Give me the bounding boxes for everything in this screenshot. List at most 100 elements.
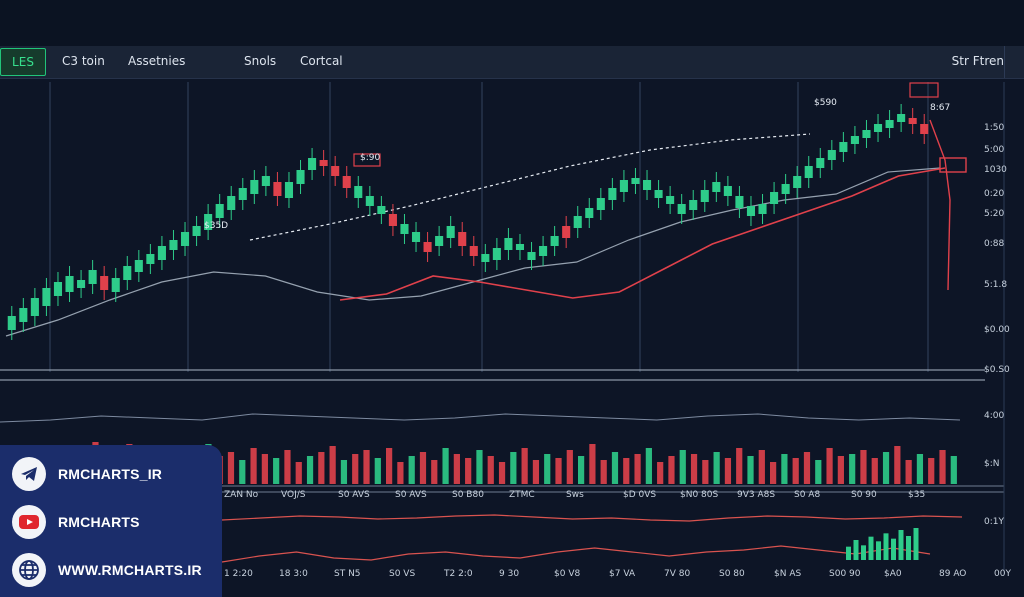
volume-bar (600, 460, 607, 484)
candle (157, 246, 166, 260)
volume-bar (736, 448, 743, 484)
volume-bar (871, 458, 878, 484)
price-axis-label: $:N (984, 459, 1000, 469)
time-axis-label: $N AS (774, 569, 801, 579)
candle (111, 278, 120, 292)
candle (215, 204, 224, 218)
signal-line (339, 167, 946, 301)
time-axis-label: 18 3:0 (279, 569, 308, 579)
volume-axis-label: $35 (908, 490, 925, 500)
volume-bar (363, 450, 370, 484)
tab-assets[interactable]: Assetnies (128, 54, 186, 68)
volume-bar (306, 456, 314, 484)
candle (435, 236, 444, 246)
volume-bar (442, 448, 449, 484)
histogram-bar (883, 533, 889, 560)
chart-price-label: $590 (814, 98, 837, 108)
candle (458, 232, 467, 246)
volume-bar (453, 454, 460, 484)
volume-axis-label: Sws (566, 490, 584, 500)
candle (169, 240, 178, 250)
price-axis-label: 1030 (984, 165, 1007, 175)
candle (873, 124, 883, 132)
candle (804, 166, 813, 178)
candle (712, 182, 721, 192)
volume-bar (702, 460, 709, 484)
candle (100, 276, 109, 290)
tab-timeframe[interactable]: C3 toin (62, 54, 105, 68)
candle (666, 196, 675, 204)
volume-axis-label: S0 AVS (395, 490, 427, 500)
volume-bar (668, 456, 675, 484)
volume-bar (724, 458, 732, 484)
candle (585, 208, 594, 218)
volume-bar (623, 458, 630, 484)
candle (388, 214, 397, 226)
indicator-line (221, 514, 963, 522)
candle (700, 190, 709, 202)
website-link[interactable]: WWW.RMCHARTS.IR (12, 553, 217, 589)
strategy-filter-button[interactable]: Str Ftren (951, 54, 1004, 68)
volume-axis-label: 9V3 A8S (737, 490, 775, 500)
top-strip (0, 0, 1024, 46)
candle (897, 114, 906, 122)
candle (885, 120, 894, 128)
histogram-bar (868, 536, 874, 560)
volume-bar (928, 458, 935, 484)
price-axis-label: $0.00 (984, 325, 1010, 335)
telegram-link[interactable]: RMCHARTS_IR (12, 457, 217, 493)
volume-bar (532, 460, 540, 484)
candle (862, 130, 871, 138)
time-axis-label: S0 80 (719, 569, 745, 579)
youtube-link[interactable]: RMCHARTS (12, 505, 217, 541)
candle (377, 206, 386, 214)
tab-symbols[interactable]: Snols (244, 54, 277, 68)
volume-bar (905, 460, 912, 484)
candle (65, 276, 74, 292)
candle (827, 150, 836, 160)
price-axis-label: 0:88 (984, 239, 1004, 249)
volume-axis-label: VOJ/S (281, 490, 306, 500)
candle (562, 226, 571, 238)
volume-bar (645, 448, 652, 484)
alert-marker (909, 82, 939, 98)
candle (515, 244, 525, 250)
time-axis-label: 7V 80 (664, 569, 690, 579)
globe-icon (12, 553, 46, 587)
chart-overlays (353, 82, 967, 291)
volume-bar (860, 450, 867, 484)
toolbar-divider (1004, 46, 1005, 78)
candle (261, 176, 270, 186)
candle (492, 248, 501, 260)
candle (284, 182, 294, 198)
candle (77, 280, 86, 288)
candle (573, 216, 582, 228)
volume-bar (566, 450, 573, 484)
chart-price-label: $:90 (360, 153, 380, 163)
time-axis-label: ST N5 (334, 569, 361, 579)
candle (504, 238, 513, 250)
alert-marker (939, 157, 967, 173)
volume-axis-label: $N0 80S (680, 490, 718, 500)
volume-bar (419, 452, 427, 484)
time-axis-label: 00Y (994, 569, 1011, 579)
candle (839, 142, 848, 152)
volume-bar (950, 456, 957, 484)
tab-active[interactable]: LES (0, 48, 46, 76)
volume-bar (295, 462, 302, 484)
candle (735, 196, 744, 208)
volume-axis-label: S0 A8 (794, 490, 820, 500)
candle (608, 188, 617, 200)
candle (308, 158, 317, 170)
volume-bar (679, 450, 686, 484)
candle (619, 180, 628, 192)
volume-bar (465, 458, 472, 484)
price-axis-label: 5:20 (984, 209, 1004, 219)
time-axis-label: $A0 (884, 569, 902, 579)
volume-bar (386, 448, 393, 484)
tab-control[interactable]: Cortcal (300, 54, 343, 68)
volume-bar (397, 462, 404, 484)
volume-bar (284, 450, 291, 484)
axis-labels: 1:50 5:00 1030 0:20 5:20 0:88 5:1.8 $0.00 $0.S0 4… (204, 98, 1011, 579)
